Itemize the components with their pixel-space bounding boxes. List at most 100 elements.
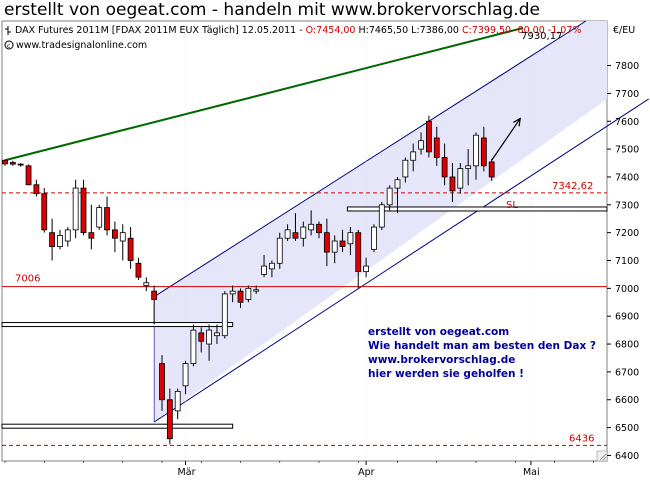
y-tick-label: 7400 <box>615 172 639 183</box>
candle-body <box>473 134 479 167</box>
candle-body <box>9 162 16 165</box>
candle-body <box>323 232 330 253</box>
candle-body <box>206 329 213 345</box>
page-title: erstellt von oegeat.com - handeln mit ww… <box>4 0 540 20</box>
candle <box>119 224 126 261</box>
candle <box>2 159 8 166</box>
candle-body <box>119 232 126 242</box>
candle-body <box>229 290 236 295</box>
candle <box>457 163 464 194</box>
candle-body <box>284 229 291 239</box>
candles-layer <box>2 115 495 445</box>
candle-body <box>402 159 409 178</box>
candle <box>182 360 189 395</box>
channel-lower-line <box>153 98 649 423</box>
candle <box>135 257 142 280</box>
candle-body <box>88 232 95 239</box>
candle <box>308 210 315 236</box>
y-tick-label: 6800 <box>615 340 639 351</box>
grid-layer <box>185 21 532 461</box>
candle <box>473 132 479 180</box>
candle-body <box>253 289 260 292</box>
candle-body <box>480 137 487 167</box>
candle-body <box>418 140 424 150</box>
candle <box>206 324 213 361</box>
y-tick-label: 7800 <box>615 61 639 72</box>
level-label: 7342,62 <box>552 181 593 192</box>
candle <box>480 126 487 172</box>
candle <box>292 213 299 241</box>
y-tick-label: 6500 <box>615 423 639 434</box>
candle <box>433 126 440 166</box>
candle <box>245 285 252 303</box>
candle <box>159 355 165 411</box>
info-open: O:7454,00 <box>306 25 356 36</box>
forecast-arrow <box>491 118 521 161</box>
channel-upper-line <box>153 20 587 298</box>
level-label: 6436 <box>569 433 594 444</box>
y-tick-label: 7600 <box>615 117 639 128</box>
candle <box>268 260 275 278</box>
candle <box>151 285 158 325</box>
candle-body <box>143 282 150 286</box>
candle <box>402 157 409 183</box>
candle <box>221 291 228 339</box>
candle <box>41 188 48 233</box>
info-prefix: DAX Futures 2011M [FDAX 2011M EUX Täglic… <box>15 25 306 36</box>
candle <box>261 254 267 278</box>
candle <box>371 224 377 253</box>
candle-body <box>394 179 401 189</box>
candle-body <box>135 262 142 278</box>
candle <box>386 185 393 211</box>
candle-body <box>80 187 87 234</box>
trendline-value-label: 7930,17 <box>521 31 562 42</box>
level-box <box>1 322 234 328</box>
candle <box>166 388 173 445</box>
candle-body <box>410 151 417 161</box>
candle <box>347 227 354 255</box>
candle <box>465 149 472 186</box>
candle-body <box>355 232 362 273</box>
instrument-icon[interactable] <box>5 26 11 35</box>
candle <box>394 176 401 214</box>
candle <box>441 143 448 186</box>
candle-body <box>488 161 495 178</box>
x-tick-label: Mär <box>178 467 196 478</box>
candle-body <box>386 187 393 206</box>
candle-body <box>425 120 432 153</box>
currency-label: €/EU <box>613 25 635 36</box>
copyright-icon <box>4 40 14 50</box>
candle-body <box>347 232 354 245</box>
candle-body <box>300 226 307 239</box>
candle <box>449 163 456 203</box>
green-trendline <box>4 26 524 162</box>
candle <box>49 218 55 261</box>
y-axis: 6400 6500 6600 6700 6800 6900 7000 7100 7200 7300… <box>607 61 639 462</box>
x-tick-label: Mai <box>523 467 540 478</box>
candle-body <box>268 262 275 270</box>
candle-body <box>17 163 24 166</box>
candle <box>72 179 79 239</box>
stop-loss-label: SL <box>506 200 518 211</box>
resize-grip-icon[interactable] <box>596 450 608 462</box>
candle-body <box>166 399 173 440</box>
candle-body <box>96 207 103 228</box>
candle-body <box>174 390 181 412</box>
candle-body <box>308 223 315 231</box>
y-tick-label: 7300 <box>615 200 639 211</box>
candle <box>33 179 40 197</box>
candle <box>363 257 370 278</box>
candle <box>425 115 432 158</box>
candle <box>112 221 118 253</box>
y-tick-label: 6900 <box>615 312 639 323</box>
candle <box>488 158 495 181</box>
info-change: -80,00 -1,07% <box>514 25 581 36</box>
candle <box>17 163 24 167</box>
candle <box>174 388 181 420</box>
candle-body <box>182 363 189 387</box>
candle <box>378 202 385 230</box>
candle <box>237 288 244 308</box>
candle <box>104 196 110 236</box>
candle <box>229 285 236 303</box>
